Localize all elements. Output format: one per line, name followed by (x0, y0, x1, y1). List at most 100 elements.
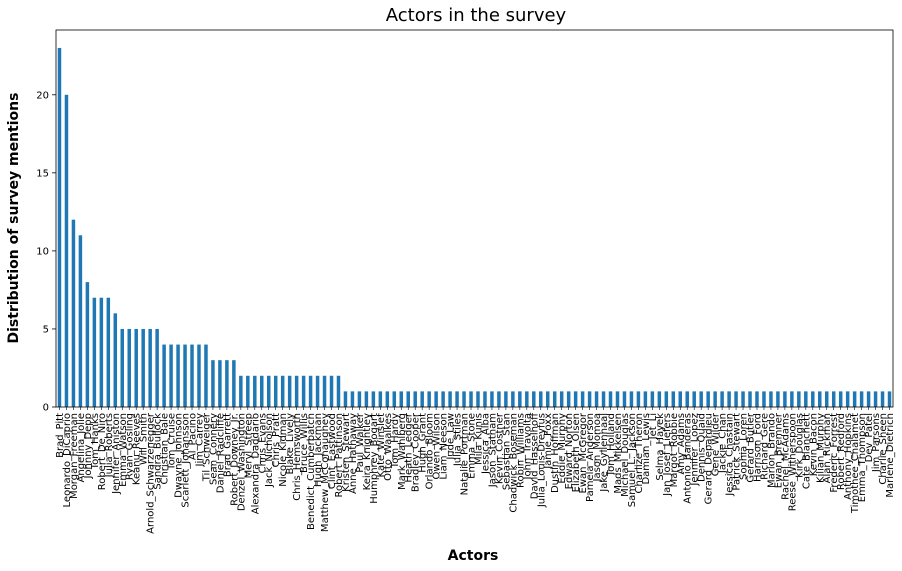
x-tick-label: Emma_Watson (118, 413, 129, 487)
x-tick-label: Michael_Douglas (620, 413, 631, 497)
bar (78, 235, 83, 407)
bar (329, 375, 334, 407)
chart-title: Actors in the survey (386, 5, 567, 26)
bar (64, 94, 69, 408)
x-tick-label: Natalie_Portman (460, 413, 471, 495)
x-tick-label: Brad_Garrett (222, 413, 233, 477)
x-tick-label: Hugh_Jackman (313, 413, 324, 487)
bar (748, 391, 752, 407)
x-tick-label: Blake_Lively (285, 413, 296, 475)
bar (532, 391, 536, 407)
bar (392, 391, 397, 407)
x-tick-label: Eddie_Murphy (557, 413, 568, 484)
x-tick-label: Matthew_McConaughey (320, 413, 331, 532)
x-tick-label: Dustin_Hoffman (550, 413, 561, 493)
plot-frame (55, 29, 894, 408)
bar (811, 391, 815, 407)
x-tick-label: Timothee_Chalamet (850, 413, 861, 514)
bar (413, 391, 417, 407)
bar (399, 391, 404, 407)
x-tick-label: Scarlett_Johansson (181, 413, 192, 508)
x-tick-label: Jet_Li (648, 413, 659, 440)
x-tick-label: Chris_Hemsworth (292, 413, 303, 501)
bar (469, 391, 473, 407)
x-tick-label: Johnny_Depp (83, 413, 94, 480)
y-tick-label: 15 (36, 168, 49, 179)
bar (120, 328, 125, 407)
x-tick-label: Keanu_Reeves (132, 413, 143, 485)
x-tick-label: John_Travolta (522, 413, 533, 480)
bar (643, 391, 648, 407)
bar (448, 391, 452, 407)
x-tick-label: Julia_Louis-Dreyfus (536, 413, 547, 508)
x-tick-label: Anthony_Hopkins (843, 413, 854, 500)
x-tick-label: Gene_Wilder (711, 412, 722, 476)
x-tick-label: Julia_Roberts (104, 413, 115, 478)
x-tick-label: Owen_Wilson (432, 413, 443, 479)
bar (462, 391, 466, 407)
bar (769, 391, 773, 407)
bar (685, 391, 689, 407)
x-tick-label: Amy_Adams (676, 413, 687, 475)
bar (378, 391, 383, 407)
bar (657, 391, 662, 407)
bar (804, 391, 808, 407)
x-tick-label: Sandra_Bullock (153, 413, 164, 490)
x-tick-label: Richard_Gere (759, 413, 770, 480)
x-tick-label: Jim_Carrey (194, 413, 205, 468)
bar (301, 375, 306, 407)
bar (580, 391, 585, 407)
x-tick-label: Charlie_Sheen (878, 413, 889, 485)
x-tick-label: Nicole_Kidman (278, 413, 289, 487)
x-tick-label: Julia_Stiles (453, 413, 464, 467)
x-tick-label: Tom_Hanks (90, 413, 101, 470)
bar (636, 391, 641, 407)
x-tick-label: Jan_Josef_Liefers (662, 413, 673, 497)
bar (260, 375, 264, 407)
x-tick-label: Emma_Thompson (857, 413, 868, 502)
bar (831, 391, 836, 407)
bar (713, 391, 717, 407)
x-tick-label: Christian_Bale (160, 413, 171, 485)
bar (106, 297, 111, 407)
bar (859, 391, 864, 407)
bar (92, 297, 97, 407)
x-tick-label: Otto_Waalkes (383, 413, 394, 481)
x-tick-label: Jude_Law (446, 413, 457, 461)
bar (490, 391, 494, 407)
x-tick-label: Pamela_Anderson (585, 413, 596, 502)
x-tick-label: Marlon_Brando (766, 413, 777, 488)
x-tick-label: Ewan_McGregor (578, 412, 589, 493)
bar (322, 375, 327, 407)
bar (720, 391, 724, 407)
bar (776, 391, 780, 407)
bar (852, 391, 857, 407)
bar (797, 391, 801, 407)
bar (762, 391, 766, 407)
x-tick-label: Jack_Nicholson (264, 413, 275, 488)
x-tick-label: Kate_Winslet (376, 413, 387, 478)
x-tick-label: Hugh_Grant (418, 413, 429, 473)
x-tick-label: Denzel_Washington (236, 413, 247, 511)
bar (587, 391, 592, 407)
x-tick-label: Kristen_Stewart (341, 413, 352, 492)
bar (552, 391, 557, 407)
bar (71, 219, 76, 407)
x-tick-label: Jim_Parsons (871, 413, 882, 473)
bar (545, 391, 550, 407)
bar (85, 282, 90, 407)
x-tick-label: Jackie_Chan (718, 413, 729, 474)
x-tick-label: Robert_Redford (836, 413, 847, 490)
bar (783, 391, 787, 407)
x-tick-label: Kilian_Murphy (815, 413, 826, 483)
x-tick-label: Cate_Blanchett (801, 413, 812, 489)
bar (113, 313, 118, 407)
x-tick-label: Gerard_Depardieu (704, 413, 715, 504)
x-tick-label: Harrison_Ford (752, 413, 763, 482)
bar (824, 391, 829, 407)
bar (594, 391, 599, 407)
y-tick-label: 5 (43, 324, 49, 335)
x-tick-label: Gerard_Butler (746, 412, 757, 482)
bar (364, 391, 369, 407)
x-tick-label: Alan_Rickman (822, 413, 833, 483)
